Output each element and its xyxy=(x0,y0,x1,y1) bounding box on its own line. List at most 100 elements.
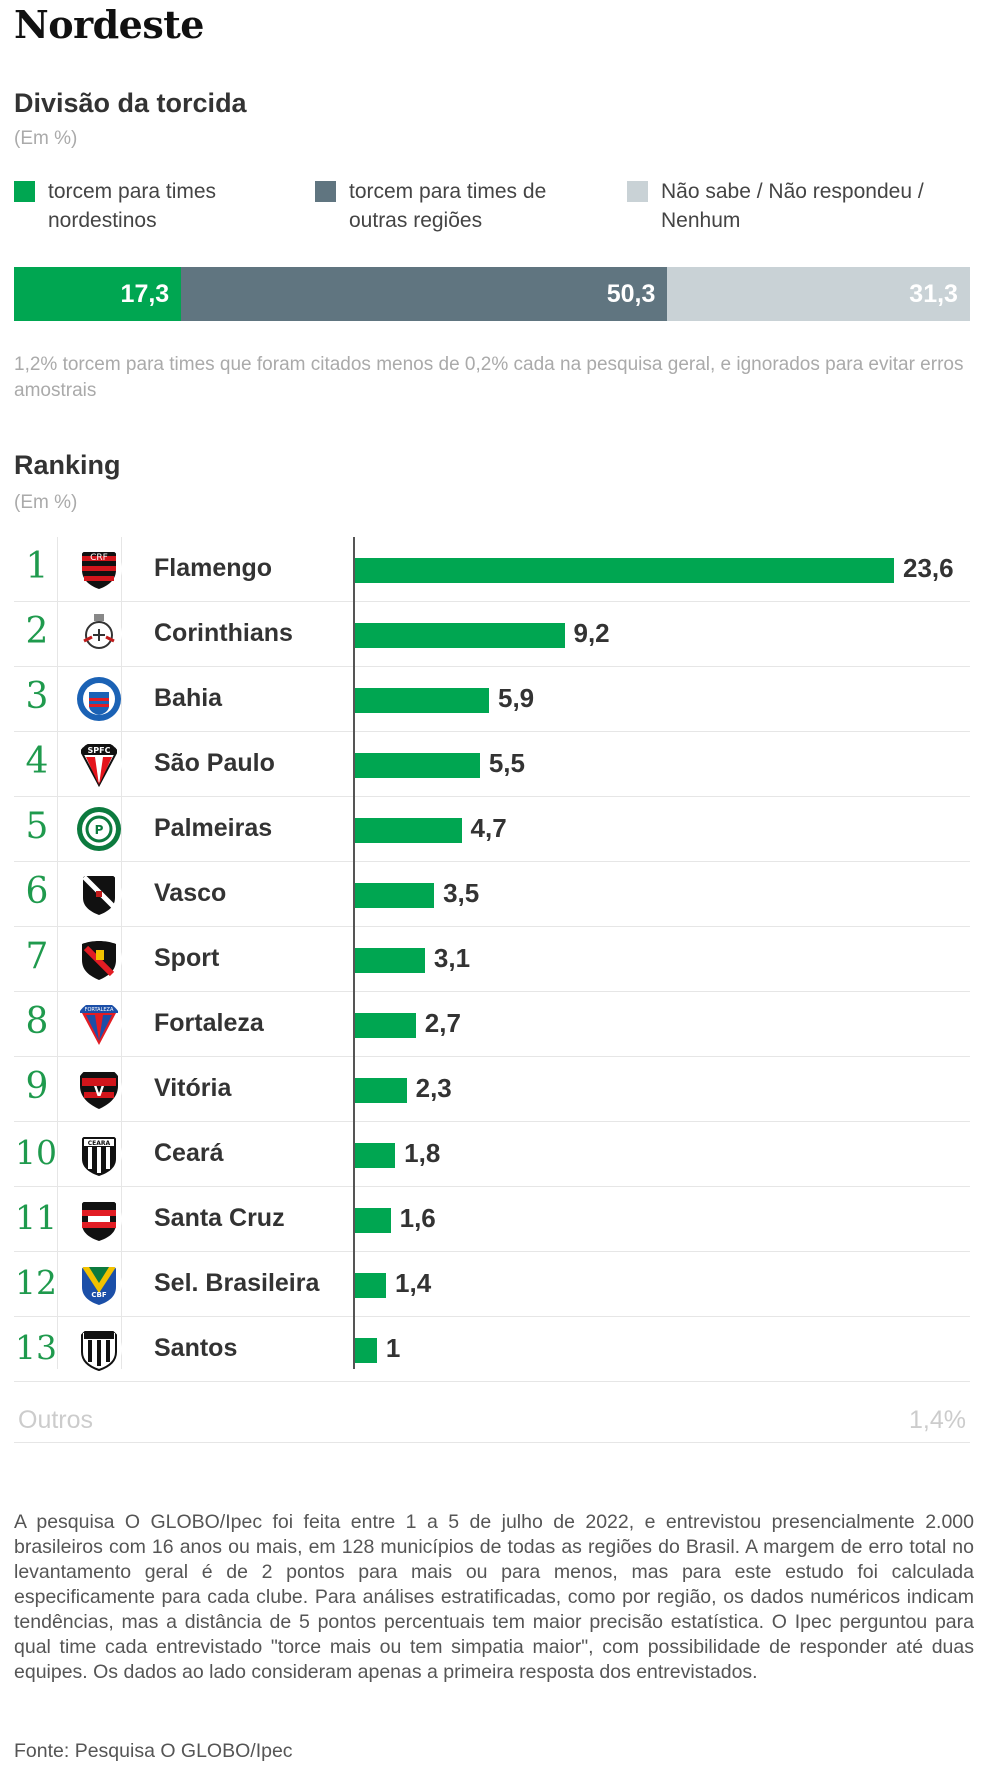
team-name: Palmeiras xyxy=(154,814,273,842)
team-name: Sel. Brasileira xyxy=(154,1269,320,1297)
ranking-value-label: 3,5 xyxy=(443,878,480,908)
ranking-row: 1 CRF Flamengo 23,6 xyxy=(14,537,970,602)
stack-segment-2: 50,3 xyxy=(181,267,668,321)
bar-axis-line xyxy=(353,537,355,1369)
ranking-value-label: 5,5 xyxy=(488,748,525,778)
svg-text:CRF: CRF xyxy=(90,553,108,563)
ranking-row: 6 Vasco 3,5 xyxy=(14,862,970,927)
stack-segment-1: 17,3 xyxy=(14,267,182,321)
fortaleza-crest-icon: FORTALEZA xyxy=(76,1001,122,1047)
rank-number: 3 xyxy=(25,676,49,717)
ranking-value-label: 2,3 xyxy=(415,1073,452,1103)
legend-swatch-outras-regioes xyxy=(315,181,336,202)
santos-crest-icon xyxy=(76,1326,122,1372)
team-name: Santos xyxy=(154,1334,238,1362)
page-title: Nordeste xyxy=(14,2,204,47)
ranking-value-label: 4,7 xyxy=(470,813,507,843)
ranking-unit: (Em %) xyxy=(14,492,78,513)
sport-crest-icon xyxy=(76,936,122,982)
svg-text:CBF: CBF xyxy=(91,1291,106,1299)
ranking-value-label: 9,2 xyxy=(573,618,610,648)
ranking-value-label: 3,1 xyxy=(433,943,471,973)
ranking-bar xyxy=(354,818,462,843)
ranking-chart: 1 CRF Flamengo 23,6 2 Corinthians 9,2 3 Bahia 5,9… xyxy=(14,537,970,1382)
ranking-value-label: 2,7 xyxy=(424,1008,461,1038)
ranking-row: 8 FORTALEZA Fortaleza 2,7 xyxy=(14,992,970,1057)
ranking-value-label: 23,6 xyxy=(903,553,954,583)
svg-text:P: P xyxy=(95,823,104,837)
ranking-bar xyxy=(354,623,565,648)
rank-number: 12 xyxy=(15,1263,57,1302)
rank-number: 1 xyxy=(25,546,49,587)
team-name: Flamengo xyxy=(154,554,273,582)
source-text: Fonte: Pesquisa O GLOBO/Ipec xyxy=(14,1740,293,1762)
legend-label-outras-regioes: torcem para times de outras regiões xyxy=(349,180,547,232)
svg-text:SPFC: SPFC xyxy=(88,746,111,755)
ranking-row: 2 Corinthians 9,2 xyxy=(14,602,970,667)
ranking-row: 9 V Vitória 2,3 xyxy=(14,1057,970,1122)
ranking-bar xyxy=(354,1273,387,1298)
others-value: 1,4% xyxy=(909,1406,966,1434)
division-heading: Divisão da torcida xyxy=(14,88,247,118)
vitoria-crest-icon: V xyxy=(76,1066,122,1112)
ranking-value-label: 1,8 xyxy=(404,1138,441,1168)
flamengo-crest-icon: CRF xyxy=(76,546,122,592)
rank-number: 10 xyxy=(15,1133,57,1172)
svg-text:CEARA: CEARA xyxy=(88,1140,111,1147)
ranking-row: 11 Santa Cruz 1,6 xyxy=(14,1187,970,1252)
santa-cruz-crest-icon xyxy=(76,1196,122,1242)
sao-paulo-crest-icon: SPFC xyxy=(76,741,122,787)
rank-number: 7 xyxy=(25,936,49,977)
rank-number: 11 xyxy=(15,1198,57,1237)
vasco-crest-icon xyxy=(76,871,122,917)
methodology-text: A pesquisa O GLOBO/Ipec foi feita entre … xyxy=(14,1511,974,1683)
legend-item-nao-sabe: Não sabe / Não respondeu / Nenhum xyxy=(627,177,972,235)
ranking-bar xyxy=(354,883,435,908)
division-stacked-bar: 17,3 50,3 31,3 xyxy=(14,267,970,321)
ranking-bar xyxy=(354,753,480,778)
ranking-row: 3 Bahia 5,9 xyxy=(14,667,970,732)
stack-segment-label-3: 31,3 xyxy=(909,280,958,308)
team-name: Bahia xyxy=(154,684,223,712)
team-name: Sport xyxy=(154,944,220,972)
corinthians-crest-icon xyxy=(76,611,122,657)
logo-column-divider xyxy=(121,537,122,1369)
ranking-value-label: 1,4 xyxy=(395,1268,432,1298)
legend-label-nao-sabe: Não sabe / Não respondeu / Nenhum xyxy=(661,180,924,232)
rank-number: 9 xyxy=(25,1066,49,1107)
ranking-row: 12 CBF Sel. Brasileira 1,4 xyxy=(14,1252,970,1317)
rank-number: 5 xyxy=(25,806,49,847)
rank-number: 4 xyxy=(25,741,49,782)
rank-number: 6 xyxy=(25,871,49,912)
ranking-row: 7 Sport 3,1 xyxy=(14,927,970,992)
rank-column-divider xyxy=(57,537,58,1369)
team-name: São Paulo xyxy=(154,749,275,777)
ranking-value-label: 1 xyxy=(385,1333,401,1363)
team-name: Santa Cruz xyxy=(154,1204,285,1232)
bahia-crest-icon xyxy=(76,676,122,722)
team-name: Vasco xyxy=(154,879,227,907)
legend-swatch-nordestinos xyxy=(14,181,35,202)
ranking-bar xyxy=(354,688,489,713)
team-name: Fortaleza xyxy=(154,1009,264,1037)
stack-segment-label-1: 17,3 xyxy=(120,280,170,308)
team-name: Vitória xyxy=(154,1074,232,1102)
palmeiras-crest-icon: P xyxy=(76,806,122,852)
selecao-crest-icon: CBF xyxy=(76,1261,122,1307)
ceara-crest-icon: CEARA xyxy=(76,1131,122,1177)
division-unit: (Em %) xyxy=(14,128,78,149)
others-label: Outros xyxy=(18,1406,94,1434)
legend-swatch-nao-sabe xyxy=(627,181,648,202)
ranking-bar xyxy=(354,948,425,973)
team-name: Corinthians xyxy=(154,619,293,647)
ranking-bar xyxy=(354,1143,396,1168)
ranking-row: 4 SPFC São Paulo 5,5 xyxy=(14,732,970,797)
ranking-bar xyxy=(354,1013,416,1038)
ranking-value-label: 1,6 xyxy=(399,1203,436,1233)
ranking-bar xyxy=(354,1078,407,1103)
ranking-bar xyxy=(354,1208,391,1233)
ranking-row: 13 Santos 1 xyxy=(14,1317,970,1382)
ranking-row: 5 P Palmeiras 4,7 xyxy=(14,797,970,862)
legend-item-nordestinos: torcem para times nordestinos xyxy=(14,177,284,235)
division-note: 1,2% torcem para times que foram citados… xyxy=(14,354,964,401)
